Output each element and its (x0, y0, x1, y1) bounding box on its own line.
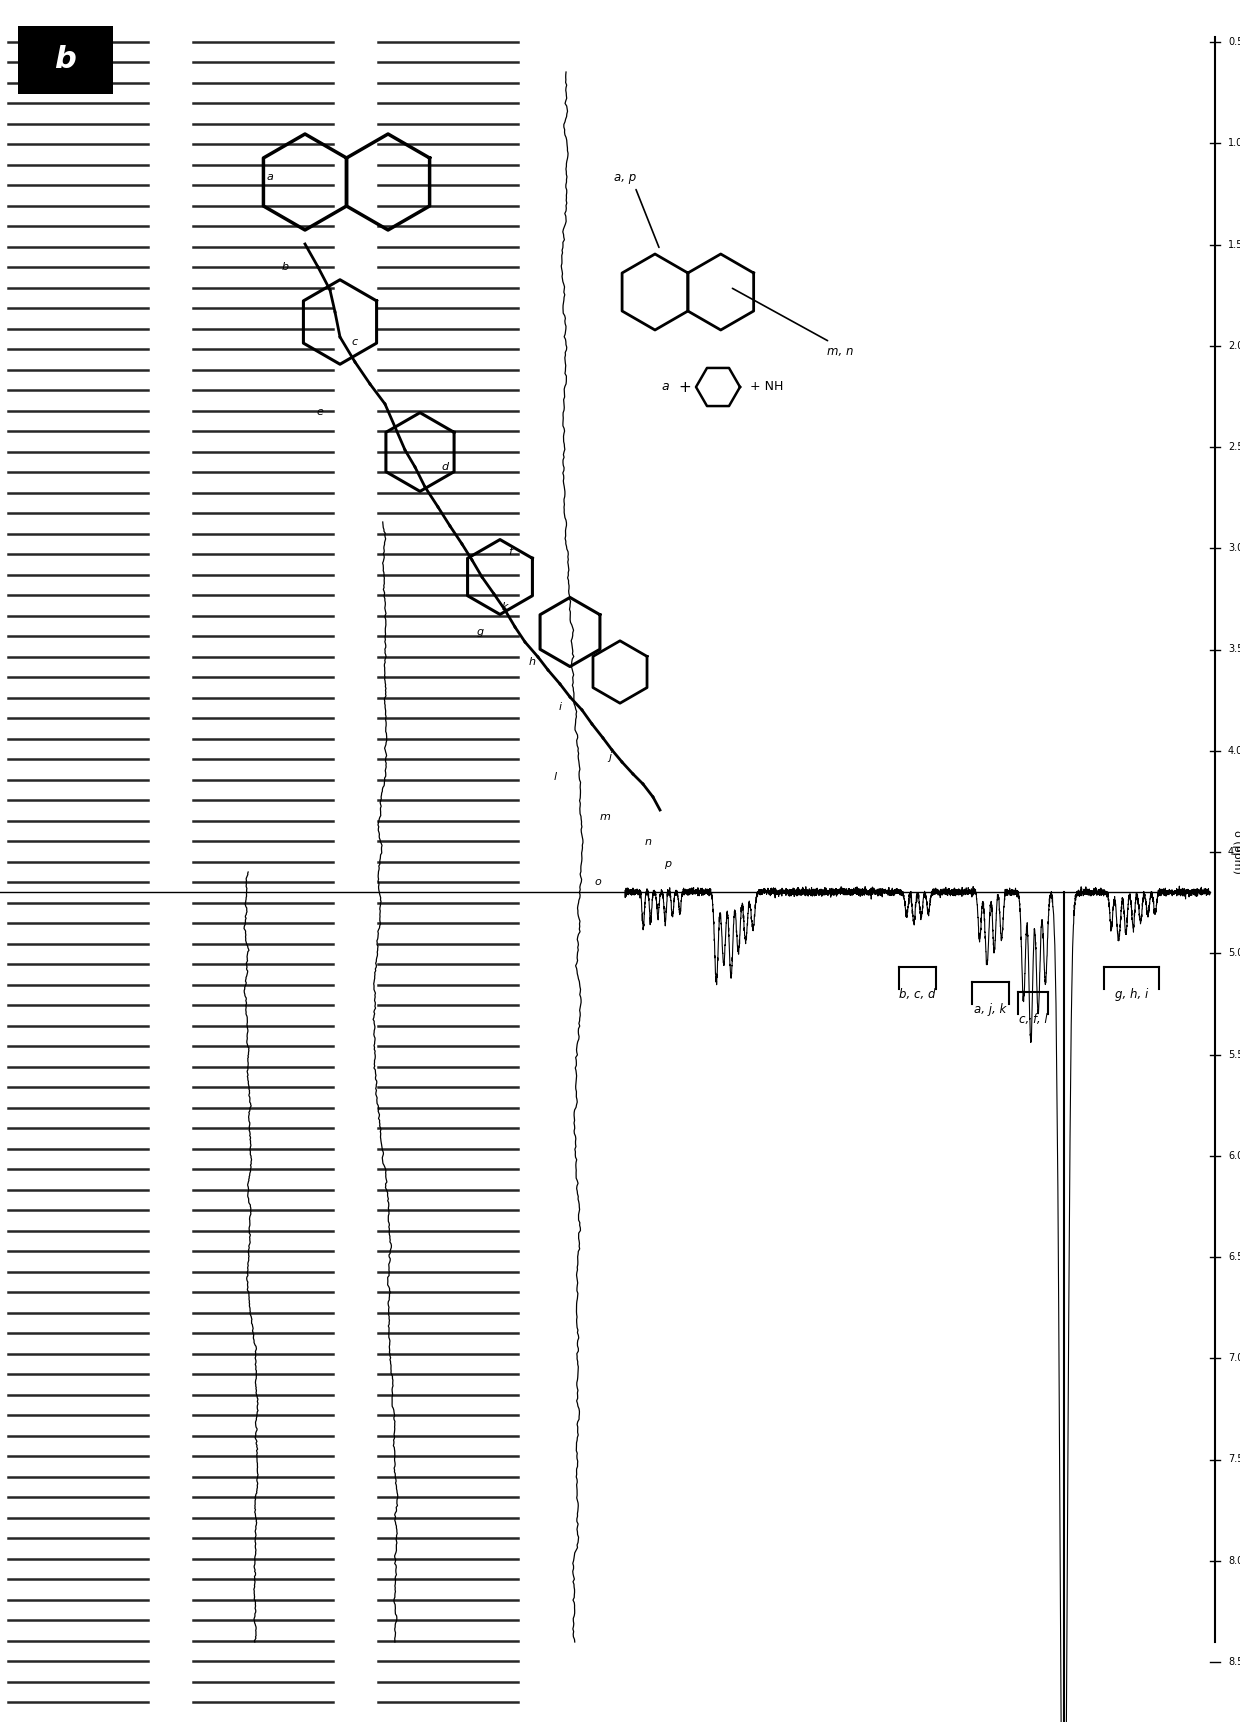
Text: p: p (665, 859, 672, 870)
Text: +: + (678, 379, 692, 394)
Text: a: a (267, 172, 274, 183)
Text: o: o (595, 876, 601, 887)
Text: a, j, k: a, j, k (975, 1002, 1007, 1016)
Text: 7.0: 7.0 (1228, 1353, 1240, 1364)
Text: 0.5: 0.5 (1228, 36, 1240, 46)
Text: 1.0: 1.0 (1228, 138, 1240, 148)
Text: c: c (352, 338, 358, 348)
Text: 4.5: 4.5 (1228, 847, 1240, 858)
Bar (19, 26, 113, 95)
Text: f: f (508, 548, 512, 556)
Text: 6.0: 6.0 (1228, 1150, 1240, 1161)
Text: c, f, l: c, f, l (1019, 1013, 1048, 1026)
Text: b, c, d: b, c, d (899, 988, 936, 1000)
Text: 3.0: 3.0 (1228, 542, 1240, 553)
Text: m, n: m, n (827, 346, 853, 358)
Text: g, h, i: g, h, i (1115, 988, 1148, 1000)
Text: h: h (528, 658, 536, 666)
Text: + NH: + NH (750, 381, 784, 394)
Text: 3.5: 3.5 (1228, 644, 1240, 654)
Text: 6.5: 6.5 (1228, 1252, 1240, 1262)
Text: m: m (600, 813, 610, 821)
Text: d: d (441, 461, 449, 472)
Text: 8.0: 8.0 (1228, 1555, 1240, 1565)
Text: b: b (55, 45, 76, 74)
Text: 5.0: 5.0 (1228, 949, 1240, 957)
Text: a: a (661, 381, 668, 394)
Text: 5.5: 5.5 (1228, 1049, 1240, 1059)
Text: k: k (502, 603, 508, 611)
Text: g: g (476, 627, 484, 637)
Text: b: b (281, 262, 289, 272)
Text: i: i (558, 703, 562, 711)
Text: a, p: a, p (614, 170, 636, 184)
Text: 7.5: 7.5 (1228, 1455, 1240, 1464)
Text: 1.5: 1.5 (1228, 239, 1240, 250)
Text: 4.0: 4.0 (1228, 746, 1240, 756)
Text: 2.5: 2.5 (1228, 443, 1240, 451)
Text: δ (ppm): δ (ppm) (1233, 830, 1240, 875)
Text: l: l (553, 771, 557, 782)
Text: 8.5: 8.5 (1228, 1657, 1240, 1667)
Text: n: n (645, 837, 651, 847)
Text: j: j (609, 753, 611, 763)
Text: 2.0: 2.0 (1228, 341, 1240, 351)
Text: e: e (316, 406, 324, 417)
